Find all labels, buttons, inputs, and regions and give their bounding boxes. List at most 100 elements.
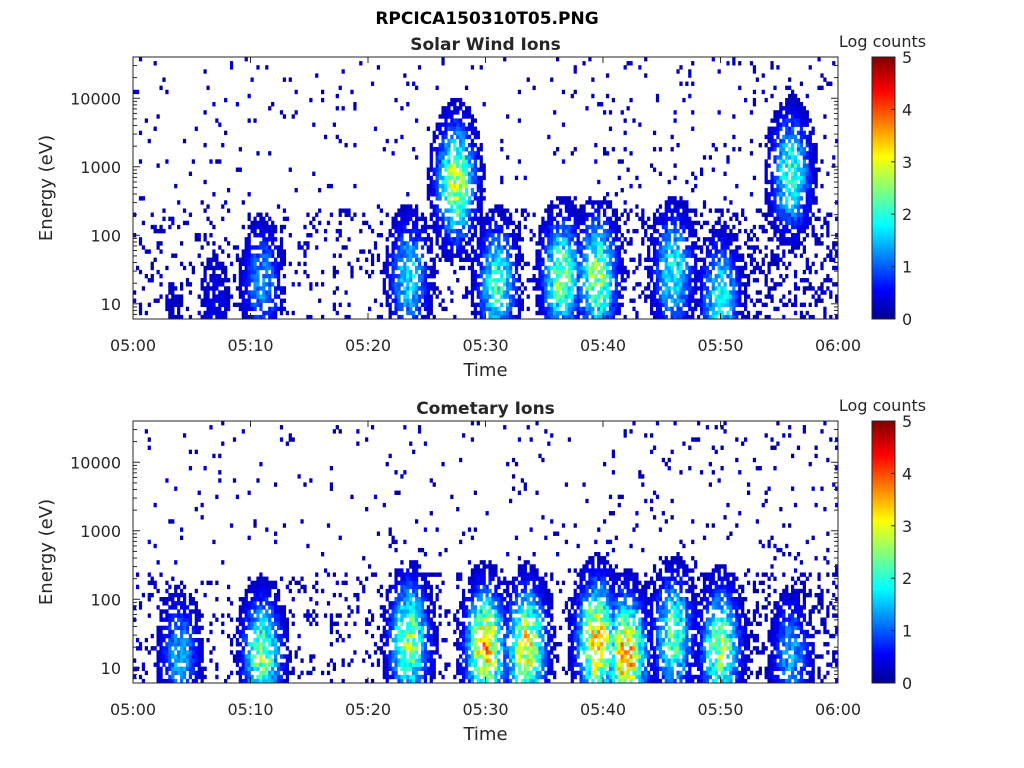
spectrogram-cell <box>268 249 272 254</box>
spectrogram-cell <box>608 233 613 238</box>
spectrogram-cell <box>473 130 477 136</box>
spectrogram-cell <box>447 241 451 246</box>
spectrogram-cell <box>476 167 480 172</box>
spectrogram-cell <box>391 282 395 287</box>
spectrogram-cell <box>705 290 710 295</box>
spectrogram-cell <box>673 249 677 254</box>
spectrogram-cell <box>791 237 795 242</box>
spectrogram-cell <box>702 261 707 267</box>
spectrogram-cell <box>426 290 430 295</box>
spectrogram-cell <box>497 233 501 238</box>
spectrogram-cell <box>200 650 204 655</box>
spectrogram-cell <box>597 204 601 209</box>
spectrogram-cell <box>450 118 454 123</box>
spectrogram-cell <box>194 654 198 659</box>
spectrogram-cell <box>717 269 721 275</box>
spectrogram-cell <box>723 286 727 291</box>
spectrogram-cell <box>799 134 804 140</box>
spectrogram-cell <box>503 261 507 267</box>
spectrogram-cell <box>644 257 648 262</box>
spectrogram-cell <box>785 224 789 230</box>
spectrogram-cell <box>200 286 204 291</box>
spectrogram-cell <box>605 286 610 291</box>
spectrogram-cell <box>714 278 718 283</box>
spectrogram-cell <box>415 228 419 234</box>
spectrogram-cell <box>279 257 284 262</box>
spectrogram-cell <box>444 159 448 164</box>
spectrogram-cell <box>215 298 219 303</box>
spectrogram-cell <box>400 106 404 111</box>
spectrogram-cell <box>271 633 275 639</box>
x-tick-label: 05:20 <box>345 336 391 355</box>
spectrogram-cell <box>791 106 795 111</box>
spectrogram-cell <box>697 298 701 303</box>
spectrogram-cell <box>791 110 795 115</box>
spectrogram-cell <box>447 196 451 201</box>
spectrogram-cell <box>661 220 665 226</box>
spectrogram-cell <box>652 253 657 258</box>
spectrogram-cell <box>556 212 560 217</box>
spectrogram-cell <box>432 188 436 193</box>
spectrogram-cell <box>306 212 310 217</box>
spectrogram-cell <box>470 130 475 136</box>
spectrogram-cell <box>652 237 657 242</box>
spectrogram-cell <box>212 306 216 312</box>
spectrogram-cell <box>171 666 175 672</box>
spectrogram-cell <box>135 584 140 590</box>
spectrogram-cell <box>262 674 266 680</box>
spectrogram-cell <box>485 298 489 303</box>
spectrogram-cell <box>227 302 231 308</box>
spectrogram-cell <box>385 290 389 295</box>
spectrogram-cell <box>459 233 463 238</box>
spectrogram-cell <box>174 588 178 594</box>
spectrogram-cell <box>403 286 407 291</box>
spectrogram-cell <box>259 584 263 590</box>
spectrogram-cell <box>776 204 780 209</box>
spectrogram-cell <box>247 245 251 250</box>
spectrogram-cell <box>247 249 251 254</box>
spectrogram-cell <box>611 147 616 152</box>
spectrogram-cell <box>658 249 663 254</box>
spectrogram-cell <box>450 134 454 140</box>
spectrogram-cell <box>793 253 798 258</box>
spectrogram-cell <box>811 171 815 177</box>
spectrogram-cell <box>168 646 172 651</box>
spectrogram-cell <box>403 216 407 222</box>
spectrogram-cell <box>723 196 727 201</box>
spectrogram-cell <box>588 212 592 217</box>
spectrogram-cell <box>450 126 454 131</box>
spectrogram-cell <box>224 269 228 275</box>
spectrogram-cell <box>605 273 610 279</box>
spectrogram-cell <box>194 506 198 512</box>
spectrogram-cell <box>241 637 245 643</box>
spectrogram-cell <box>444 151 448 156</box>
spectrogram-cell <box>244 592 248 598</box>
spectrogram-cell <box>435 216 439 222</box>
spectrogram-cell <box>796 233 801 238</box>
spectrogram-cell <box>432 208 436 213</box>
spectrogram-cell <box>688 273 692 279</box>
spectrogram-cell <box>253 294 257 299</box>
spectrogram-cell <box>265 298 269 303</box>
spectrogram-cell <box>456 163 460 168</box>
spectrogram-cell <box>564 228 569 234</box>
spectrogram-cell <box>268 237 272 242</box>
spectrogram-cell <box>500 257 504 262</box>
spectrogram-cell <box>171 216 175 222</box>
spectrogram-cell <box>738 298 742 303</box>
spectrogram-cell <box>494 306 498 312</box>
spectrogram-cell <box>406 282 410 287</box>
spectrogram-cell <box>470 192 475 197</box>
spectrogram-cell <box>417 298 422 303</box>
spectrogram-cell <box>221 249 225 254</box>
spectrogram-cell <box>567 265 571 271</box>
spectrogram-cell <box>409 298 413 303</box>
spectrogram-cell <box>626 212 630 217</box>
spectrogram-cell <box>570 257 574 262</box>
spectrogram-cell <box>723 237 727 242</box>
spectrogram-cell <box>394 241 398 246</box>
spectrogram-cell <box>814 298 818 303</box>
spectrogram-cell <box>614 224 618 230</box>
spectrogram-cell <box>811 261 815 267</box>
spectrogram-cell <box>491 253 495 258</box>
